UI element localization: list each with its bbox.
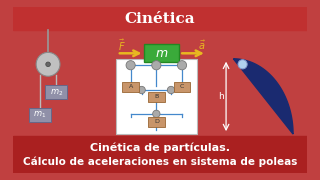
Text: $m_2$: $m_2$ bbox=[50, 87, 63, 98]
Text: $m_1$: $m_1$ bbox=[33, 110, 46, 120]
Circle shape bbox=[46, 62, 50, 67]
Bar bbox=[144, 44, 179, 62]
Bar bbox=[148, 117, 164, 127]
Text: D: D bbox=[154, 119, 159, 124]
Bar bbox=[29, 108, 51, 122]
Bar bbox=[13, 136, 307, 173]
Bar bbox=[13, 7, 307, 30]
Circle shape bbox=[138, 86, 145, 94]
Text: Cálculo de aceleraciones en sistema de poleas: Cálculo de aceleraciones en sistema de p… bbox=[23, 156, 297, 167]
Polygon shape bbox=[233, 59, 293, 134]
Bar bbox=[45, 86, 67, 99]
Text: $\vec{F}$: $\vec{F}$ bbox=[117, 37, 125, 53]
Circle shape bbox=[126, 61, 135, 70]
Circle shape bbox=[238, 60, 247, 69]
Circle shape bbox=[152, 61, 161, 70]
Circle shape bbox=[177, 61, 187, 70]
Bar bbox=[148, 92, 164, 102]
Text: h: h bbox=[218, 92, 223, 101]
Text: C: C bbox=[180, 84, 184, 89]
Circle shape bbox=[36, 52, 60, 76]
Text: Cinética: Cinética bbox=[125, 12, 195, 26]
Circle shape bbox=[167, 86, 175, 94]
Bar bbox=[174, 82, 190, 92]
Text: $\vec{a}$: $\vec{a}$ bbox=[198, 38, 206, 52]
Text: Cinética de partículas.: Cinética de partículas. bbox=[90, 143, 230, 153]
Circle shape bbox=[153, 110, 160, 118]
Bar bbox=[122, 82, 139, 92]
Text: m: m bbox=[156, 47, 168, 60]
Text: A: A bbox=[129, 84, 133, 89]
Bar bbox=[116, 59, 197, 134]
Text: B: B bbox=[154, 94, 158, 99]
